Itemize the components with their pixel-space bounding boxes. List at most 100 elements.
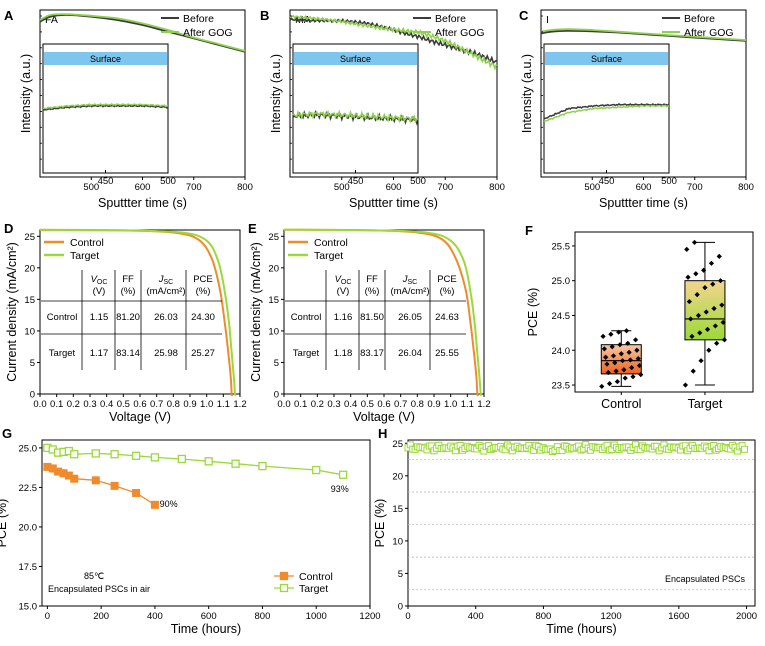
x-tick-label: 0.4 bbox=[344, 399, 357, 410]
y-tick-label: 0 bbox=[398, 602, 403, 613]
data-marker bbox=[91, 476, 100, 485]
box-control bbox=[600, 344, 642, 375]
box-data-point bbox=[688, 316, 694, 322]
condition-label: Encapsulated PSCs bbox=[665, 574, 746, 584]
table-header-unit: (mA/cm²) bbox=[390, 286, 429, 297]
legend-label: Before bbox=[435, 13, 466, 25]
x-tick-label: 1.2 bbox=[477, 399, 490, 410]
y-tick-label: 25.0 bbox=[19, 443, 38, 454]
stability-panel-H: H 0 400 800 1200 1600 2000 0 5 10 15 20 25 Time (hour… bbox=[373, 426, 757, 636]
x-tick-label: 0.8 bbox=[167, 399, 180, 410]
box-data-point bbox=[635, 356, 641, 362]
data-marker bbox=[312, 465, 321, 475]
y-tick-label: 17.5 bbox=[19, 562, 38, 573]
x-tick-label: 0.0 bbox=[277, 399, 290, 410]
box-data-point bbox=[626, 349, 632, 355]
table-cell: 1.17 bbox=[90, 348, 109, 359]
x-tick-label: 700 bbox=[186, 182, 202, 193]
x-tick-label: 400 bbox=[468, 611, 484, 622]
data-marker bbox=[150, 500, 159, 509]
box-data-point bbox=[623, 328, 630, 334]
retention-label-control: 90% bbox=[160, 499, 178, 509]
x-tick-label: 1000 bbox=[306, 611, 327, 622]
box-data-point bbox=[632, 337, 639, 343]
x-tick-label: 600 bbox=[636, 182, 652, 193]
x-axis-label: Time (hours) bbox=[546, 622, 616, 636]
panel-label: D bbox=[4, 221, 13, 236]
x-tick-label: 0.3 bbox=[327, 399, 340, 410]
box-plot-frame bbox=[574, 231, 754, 393]
inset-x-tick-label: 500 bbox=[410, 176, 426, 187]
table-cell: 24.30 bbox=[191, 312, 215, 323]
y-tick-label: 10 bbox=[24, 326, 35, 337]
y-tick-label: 22.5 bbox=[19, 483, 38, 494]
x-tick-label: 0.5 bbox=[361, 399, 374, 410]
y-tick-label: 5 bbox=[30, 358, 35, 369]
inset-series-line bbox=[42, 104, 169, 111]
x-tick-label: 1.1 bbox=[217, 399, 230, 410]
y-tick-label: 15 bbox=[268, 295, 279, 306]
box-data-point bbox=[701, 267, 707, 273]
data-marker bbox=[70, 450, 79, 459]
inset-plot: Surface 450 500 bbox=[543, 43, 677, 187]
data-marker bbox=[70, 474, 79, 483]
condition-label: Encapsulated PSCs in air bbox=[48, 584, 150, 594]
data-marker bbox=[150, 453, 160, 462]
box-data-point bbox=[606, 381, 613, 387]
box-data-point bbox=[693, 271, 699, 277]
x-axis-label: Time (hours) bbox=[171, 622, 241, 636]
x-tick-label: 0.5 bbox=[117, 399, 130, 410]
x-tick-label: 400 bbox=[147, 611, 163, 622]
x-tick-label: 800 bbox=[738, 182, 754, 193]
legend-label: After GOG bbox=[435, 27, 485, 39]
table-header-cell: VOC bbox=[335, 274, 352, 286]
inset-frame bbox=[292, 43, 419, 174]
y-tick-label: 5 bbox=[398, 569, 403, 580]
sims-panel-C: C I 500 600 700 800 Sputtter time (s) Intensity… bbox=[519, 8, 754, 210]
data-marker bbox=[258, 461, 267, 471]
y-tick-label: 20 bbox=[268, 263, 279, 274]
x-tick-label: 1.1 bbox=[461, 399, 474, 410]
box-data-point bbox=[682, 382, 689, 388]
inset-x-tick-label: 450 bbox=[98, 176, 114, 187]
y-axis-label: Intensity (a.u.) bbox=[19, 54, 33, 133]
table-cell: 25.55 bbox=[435, 348, 459, 359]
box-data-point bbox=[603, 354, 609, 360]
table-cell: 25.27 bbox=[191, 348, 215, 359]
x-tick-label: 1200 bbox=[601, 611, 622, 622]
box-data-point bbox=[612, 360, 618, 366]
x-axis-label: Sputtter time (s) bbox=[599, 196, 688, 210]
y-tick-label: 10 bbox=[392, 536, 403, 547]
x-tick-label: 600 bbox=[386, 182, 402, 193]
table-header-cell: JSC bbox=[158, 274, 173, 286]
box-data-point bbox=[610, 353, 617, 359]
box-data-point bbox=[613, 368, 619, 374]
panel-label: F bbox=[525, 223, 533, 238]
box-data-point bbox=[716, 253, 722, 259]
box-data-point bbox=[630, 374, 636, 380]
x-tick-label: 600 bbox=[135, 182, 151, 193]
y-tick-label: 25.5 bbox=[552, 241, 571, 252]
inset-plot: Surface 450 500 bbox=[292, 43, 426, 187]
data-marker bbox=[131, 451, 141, 460]
inset-series-line bbox=[42, 102, 168, 110]
box-data-point bbox=[605, 369, 611, 376]
table-cell: 81.50 bbox=[360, 312, 384, 323]
x-tick-label: 1600 bbox=[668, 611, 689, 622]
legend-label: After GOG bbox=[684, 27, 734, 39]
x-tick-label: 0.6 bbox=[377, 399, 390, 410]
x-tick-label: 0.7 bbox=[394, 399, 407, 410]
box-data-point bbox=[609, 344, 615, 350]
jv-panel-D: D 0.0 0.1 0.2 0.3 0.4 0.5 0.6 0.7 0.8 0.9 1.0 1.1 1.2… bbox=[4, 221, 247, 424]
series-line-after-gog bbox=[540, 28, 747, 41]
longterm-plot-frame bbox=[407, 439, 756, 607]
table-header-unit: (%) bbox=[440, 286, 455, 297]
box-data-point bbox=[694, 292, 700, 298]
jv-curve-target bbox=[283, 228, 483, 396]
x-axis-label: Voltage (V) bbox=[109, 410, 171, 424]
table-header-cell: VOC bbox=[91, 274, 108, 286]
surface-band bbox=[44, 52, 167, 65]
